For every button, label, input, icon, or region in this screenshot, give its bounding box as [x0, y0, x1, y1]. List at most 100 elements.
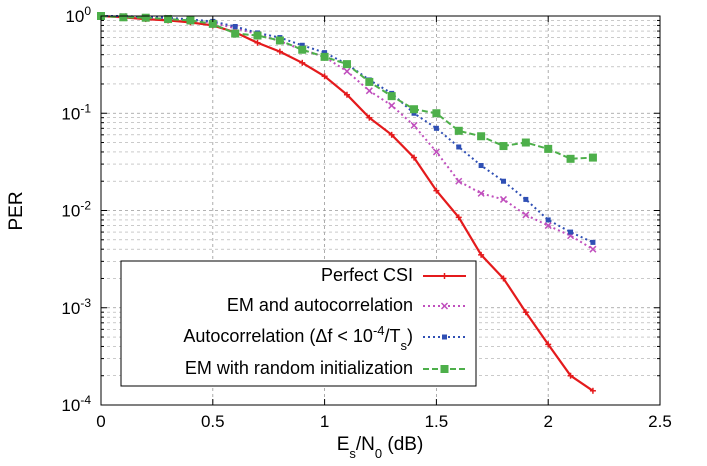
data-point-3 [521, 138, 530, 147]
data-point-3 [365, 77, 374, 86]
data-point-3 [454, 126, 463, 135]
legend-label-autocorrelation: Autocorrelation (Δf < 10-4/Ts) [183, 323, 413, 353]
data-point-3 [477, 132, 486, 141]
data-point-1-b [455, 177, 463, 185]
data-point-3 [588, 153, 597, 162]
x-tick-label: 2.5 [648, 412, 672, 431]
data-point-3 [387, 92, 396, 101]
data-point-0 [522, 309, 529, 316]
x-tick-label: 0 [96, 412, 105, 431]
data-point-0 [589, 387, 596, 394]
series-lines [97, 12, 597, 394]
data-point-2 [299, 42, 305, 48]
series-line-1 [100, 15, 594, 251]
data-point-3 [342, 60, 351, 69]
data-point-2 [500, 178, 506, 184]
data-point-0 [567, 372, 574, 379]
series-line-2 [101, 15, 594, 244]
data-point-3 [320, 52, 329, 61]
data-point-3 [499, 142, 508, 151]
legend-box [120, 260, 477, 387]
data-point-0 [321, 73, 328, 80]
data-point-2 [523, 196, 529, 202]
data-point-0 [254, 39, 261, 46]
data-point-1-b [589, 245, 597, 253]
data-point-2 [478, 163, 484, 169]
data-point-2 [456, 144, 462, 150]
data-point-3 [566, 154, 575, 163]
x-tick-label: 0.5 [201, 412, 225, 431]
data-point-2 [590, 239, 596, 245]
data-point-2 [568, 229, 574, 235]
data-point-3 [119, 13, 128, 22]
data-point-2 [232, 23, 238, 29]
data-point-1-b [388, 102, 396, 110]
y-tick-label: 100 [65, 4, 91, 26]
data-point-1 [477, 189, 485, 197]
data-point-2 [322, 50, 328, 56]
data-point-1 [432, 148, 440, 156]
data-point-1-b [499, 195, 508, 203]
data-point-3 [410, 105, 419, 114]
data-point-1 [388, 102, 396, 110]
x-axis-label: Es/N0 (dB) [337, 434, 424, 461]
x-tick-label: 1.5 [425, 412, 449, 431]
legend: Perfect CSI EM and autocorrelation Autoc… [120, 260, 477, 387]
data-point-0 [500, 275, 507, 282]
data-point-3 [141, 13, 150, 22]
y-tick-label: 10-4 [61, 393, 91, 415]
data-point-0 [411, 154, 418, 161]
data-point-1-b [343, 67, 351, 75]
series-1 [97, 12, 597, 253]
data-point-1-b [522, 211, 530, 219]
legend-label-em-random-init: EM with random initialization [185, 358, 413, 378]
axis-ticks: 0 0.5 1 1.5 2 2.5 100 10-1 10-2 10-3 10-4 [61, 4, 671, 431]
y-axis-label: PER [6, 191, 27, 230]
legend-label-perfect-csi: Perfect CSI [321, 265, 413, 285]
data-point-1 [499, 195, 508, 203]
data-point-3 [432, 109, 441, 118]
data-point-3 [275, 36, 284, 45]
data-point-3 [544, 144, 553, 153]
data-point-1-b [365, 87, 373, 95]
data-point-1 [410, 121, 418, 129]
data-point-0 [366, 114, 373, 121]
data-point-1 [544, 222, 552, 230]
data-point-1-b [544, 222, 552, 230]
data-point-3 [164, 15, 173, 24]
data-point-3 [298, 45, 307, 54]
data-point-2 [411, 110, 417, 116]
data-point-1-b [410, 121, 418, 129]
data-point-1-b [432, 148, 440, 156]
data-point-2 [433, 125, 439, 131]
data-point-0 [478, 251, 485, 258]
data-point-1 [365, 87, 373, 95]
data-point-1 [343, 67, 351, 75]
data-point-0 [343, 91, 350, 98]
x-tick-label: 1 [320, 412, 329, 431]
data-point-0 [276, 48, 283, 55]
legend-samples [423, 273, 466, 373]
data-point-0 [388, 131, 395, 138]
legend-sample-marker-0 [441, 273, 448, 279]
data-point-0 [545, 341, 552, 348]
data-point-3 [253, 31, 262, 40]
legend-sample-marker-2 [442, 334, 447, 340]
data-point-0 [455, 214, 462, 221]
y-tick-label: 10-1 [61, 101, 91, 123]
data-point-1-b [477, 189, 485, 197]
data-point-0 [299, 59, 306, 66]
legend-label-em-autocorrelation: EM and autocorrelation [227, 295, 413, 315]
data-point-1 [522, 211, 530, 219]
y-tick-label: 10-2 [61, 199, 91, 221]
data-point-1 [589, 245, 597, 253]
x-tick-label: 2 [543, 412, 552, 431]
data-point-3 [208, 19, 217, 28]
legend-sample-marker-1 [440, 302, 449, 310]
y-tick-label: 10-3 [61, 296, 91, 318]
data-point-0 [433, 187, 440, 194]
data-point-1 [455, 177, 463, 185]
data-point-3 [231, 29, 240, 38]
series-3 [97, 12, 597, 163]
